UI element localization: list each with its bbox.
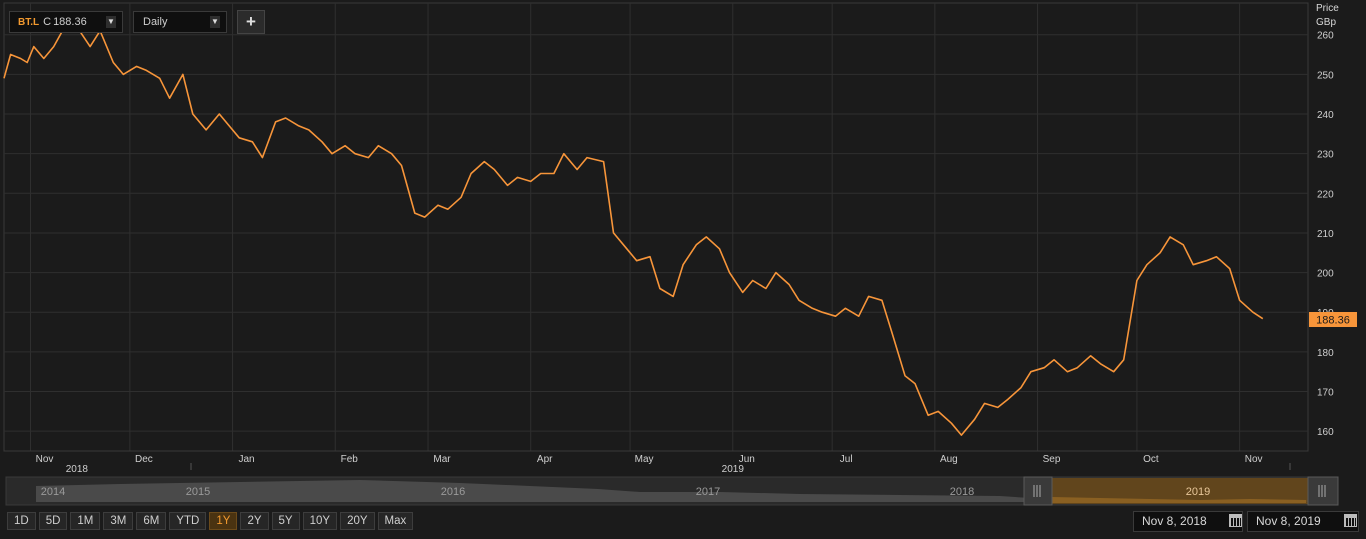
x-tick-label: Jan (239, 454, 255, 465)
navigator-right-handle[interactable] (1307, 476, 1339, 506)
x-tick-label: May (635, 454, 654, 465)
navigator-year-label: 2016 (441, 486, 465, 498)
add-button[interactable]: + (237, 10, 265, 34)
x-tick-label: Jul (840, 454, 853, 465)
range-button-max[interactable]: Max (377, 512, 414, 530)
interval-label: Daily (143, 16, 168, 28)
y-tick-label: 250 (1317, 70, 1334, 81)
range-button-ytd[interactable]: YTD (169, 512, 207, 530)
x-year-label: 2019 (722, 464, 745, 475)
range-button-1m[interactable]: 1M (70, 512, 101, 530)
calendar-icon[interactable] (1344, 514, 1357, 527)
range-button-10y[interactable]: 10Y (302, 512, 338, 530)
date-to-field[interactable]: Nov 8, 2019 (1247, 511, 1359, 532)
price-series-line (3, 22, 1264, 436)
y-axis-title: Price (1316, 3, 1339, 14)
chevron-down-icon[interactable]: ▼ (106, 16, 116, 28)
x-tick-label: Oct (1143, 454, 1159, 465)
range-button-1y[interactable]: 1Y (209, 512, 238, 530)
y-tick-label: 200 (1317, 269, 1334, 280)
range-buttons: 1D 5D 1M 3M 6M YTD 1Y 2Y 5Y 10Y 20Y Max (7, 512, 414, 530)
last-price-tag-bg (1309, 312, 1357, 327)
last-price-tag: 188.36 (1316, 315, 1350, 327)
navigator-year-label: 2018 (950, 486, 974, 498)
symbol-selector[interactable]: BT.L C 188.36 ▼ (9, 11, 123, 33)
x-tick-label: Jun (739, 454, 755, 465)
date-from-field[interactable]: Nov 8, 2018 (1133, 511, 1243, 532)
navigator-year-label: 2014 (41, 486, 65, 498)
range-button-1d[interactable]: 1D (7, 512, 36, 530)
x-tick-label: Nov (1245, 454, 1263, 465)
last-label: C (43, 16, 52, 28)
range-button-20y[interactable]: 20Y (340, 512, 375, 530)
range-button-6m[interactable]: 6M (136, 512, 167, 530)
x-tick-label: Feb (341, 454, 359, 465)
navigator-year-label: 2019 (1186, 486, 1210, 498)
y-tick-label: 230 (1317, 150, 1334, 161)
last-value: 188.36 (53, 16, 87, 28)
range-button-3m[interactable]: 3M (103, 512, 134, 530)
x-tick-label: Nov (36, 454, 54, 465)
symbol-ric: BT.L (18, 16, 40, 28)
y-tick-label: 210 (1317, 229, 1334, 240)
navigator-history-area (36, 480, 1308, 502)
navigator-selection-area (1052, 497, 1306, 503)
navigator-left-handle[interactable] (1023, 476, 1053, 506)
chevron-down-icon[interactable]: ▼ (210, 16, 220, 28)
y-tick-label: 240 (1317, 110, 1334, 121)
x-year-label: 2018 (66, 464, 89, 475)
left-handle-grip-icon (1033, 485, 1041, 497)
range-button-2y[interactable]: 2Y (240, 512, 269, 530)
range-button-5d[interactable]: 5D (38, 512, 68, 530)
y-tick-label: 170 (1317, 388, 1334, 399)
x-tick-label: Mar (433, 454, 451, 465)
navigator-year-label: 2017 (696, 486, 720, 498)
range-button-5y[interactable]: 5Y (271, 512, 300, 530)
right-handle-grip-icon (1318, 485, 1326, 497)
interval-selector[interactable]: Daily ▼ (133, 11, 227, 33)
navigator-year-label: 2015 (186, 486, 210, 498)
y-tick-label: 160 (1317, 427, 1334, 438)
y-tick-label: 220 (1317, 189, 1334, 200)
y-tick-label: 180 (1317, 348, 1334, 359)
x-tick-label: Sep (1043, 454, 1061, 465)
x-tick-label: Apr (537, 454, 553, 465)
y-tick-label: 260 (1317, 31, 1334, 42)
calendar-icon[interactable] (1229, 514, 1242, 527)
x-tick-label: Dec (135, 454, 153, 465)
x-tick-label: Aug (940, 454, 958, 465)
y-axis-unit: GBp (1316, 17, 1337, 28)
